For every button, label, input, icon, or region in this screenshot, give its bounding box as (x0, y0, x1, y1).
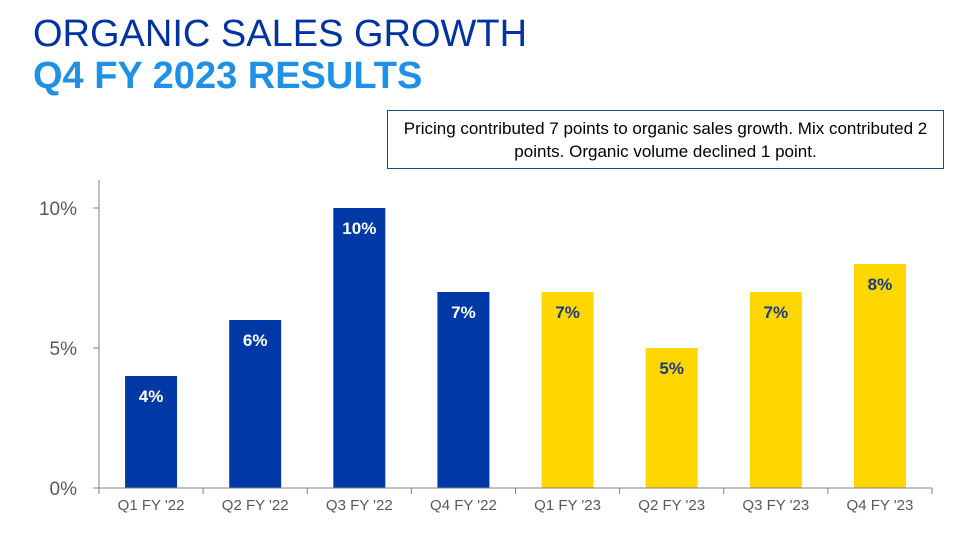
callout-box: Pricing contributed 7 points to organic … (387, 110, 944, 169)
slide-title: ORGANIC SALES GROWTH (33, 13, 528, 55)
x-tick-label-8: Q4 FY '23 (847, 497, 914, 514)
data-label-4: 7% (451, 303, 476, 322)
y-tick-label-1: 0% (50, 479, 78, 500)
data-label-8: 8% (868, 275, 893, 294)
x-tick-label-2: Q2 FY '22 (222, 497, 289, 514)
x-tick-label-7: Q3 FY '23 (742, 497, 809, 514)
bar-6 (645, 348, 698, 488)
data-label-3: 10% (342, 219, 376, 238)
bar-3 (333, 208, 386, 488)
x-tick-label-1: Q1 FY '22 (118, 497, 185, 514)
data-label-6: 5% (659, 359, 684, 378)
bar-2 (229, 320, 282, 488)
bar-1 (125, 376, 178, 488)
data-label-5: 7% (555, 303, 580, 322)
bar-7 (749, 292, 802, 488)
bar-4 (437, 292, 490, 488)
x-tick-label-6: Q2 FY '23 (638, 497, 705, 514)
x-tick-label-4: Q4 FY '22 (430, 497, 497, 514)
y-tick-label-3: 10% (39, 199, 77, 220)
y-tick-label-2: 5% (50, 339, 78, 360)
bar-5 (541, 292, 594, 488)
data-label-7: 7% (764, 303, 789, 322)
data-label-1: 4% (139, 387, 164, 406)
slide-subtitle: Q4 FY 2023 RESULTS (33, 55, 423, 97)
x-tick-label-3: Q3 FY '22 (326, 497, 393, 514)
x-tick-label-5: Q1 FY '23 (534, 497, 601, 514)
callout-text: Pricing contributed 7 points to organic … (403, 118, 928, 161)
data-label-2: 6% (243, 331, 268, 350)
bar-8 (853, 264, 906, 488)
